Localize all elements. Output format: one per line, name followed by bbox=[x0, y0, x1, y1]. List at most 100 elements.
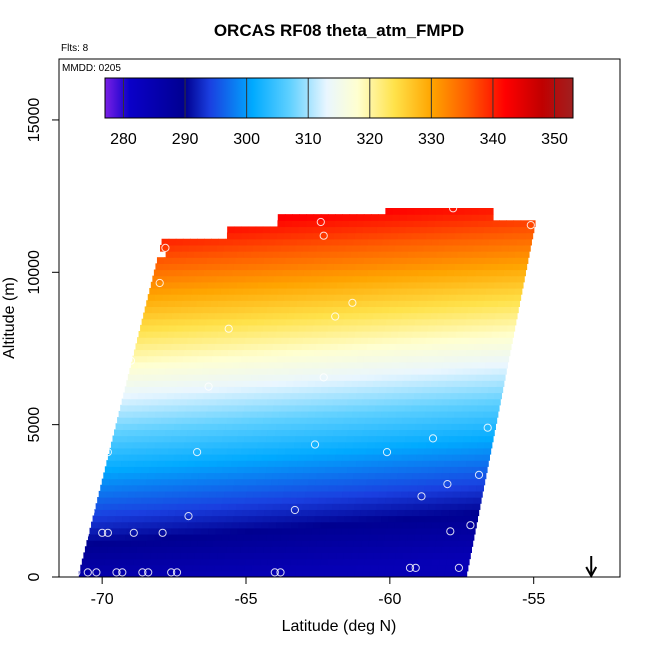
field-cell bbox=[342, 214, 351, 221]
field-cell bbox=[285, 447, 294, 455]
field-cell bbox=[341, 220, 350, 228]
field-cell bbox=[219, 386, 228, 394]
sample-point bbox=[63, 568, 72, 577]
field-cell bbox=[395, 447, 404, 455]
field-cell bbox=[405, 398, 414, 406]
field-cell bbox=[208, 558, 217, 566]
field-cell bbox=[207, 404, 216, 412]
field-cell bbox=[156, 257, 165, 264]
field-cell bbox=[127, 435, 136, 443]
field-cell bbox=[194, 306, 203, 314]
field-cell bbox=[128, 552, 137, 560]
field-cell bbox=[212, 294, 221, 301]
field-cell bbox=[468, 269, 476, 277]
field-cell bbox=[399, 324, 408, 332]
field-cell bbox=[401, 558, 411, 566]
field-cell bbox=[434, 435, 443, 443]
field-cell bbox=[312, 324, 321, 332]
field-cell bbox=[162, 294, 170, 301]
field-cell bbox=[484, 367, 493, 375]
field-cell bbox=[445, 527, 454, 535]
field-cell bbox=[389, 238, 397, 246]
field-cell bbox=[258, 533, 267, 541]
field-cell bbox=[302, 275, 311, 283]
field-cell bbox=[414, 460, 423, 467]
field-cell bbox=[463, 435, 472, 443]
sample-point bbox=[290, 505, 299, 515]
field-cell bbox=[429, 533, 438, 541]
field-cell bbox=[230, 398, 239, 406]
field-cell bbox=[385, 392, 393, 400]
field-cell bbox=[325, 300, 334, 307]
field-cell bbox=[483, 410, 492, 418]
field-cell bbox=[238, 558, 247, 566]
field-cell bbox=[300, 546, 309, 553]
field-cell bbox=[391, 226, 399, 234]
field-cell bbox=[397, 300, 406, 307]
field-cell bbox=[429, 318, 438, 326]
field-cell bbox=[434, 361, 443, 369]
field-cell bbox=[250, 312, 259, 320]
field-cell bbox=[236, 564, 245, 572]
field-cell bbox=[195, 392, 204, 400]
field-cell bbox=[258, 312, 266, 320]
field-cell bbox=[222, 312, 231, 320]
field-cell bbox=[422, 460, 431, 467]
field-cell bbox=[427, 435, 436, 443]
sample-point bbox=[310, 440, 320, 449]
field-cell bbox=[377, 392, 386, 400]
field-cell bbox=[492, 398, 501, 406]
field-cell bbox=[245, 398, 254, 406]
field-cell bbox=[177, 349, 186, 357]
field-cell bbox=[338, 275, 346, 283]
field-cell bbox=[162, 564, 171, 572]
field-cell bbox=[353, 269, 362, 277]
field-cell bbox=[480, 244, 489, 252]
field-cell bbox=[213, 441, 222, 449]
field-cell bbox=[512, 263, 521, 271]
field-cell bbox=[207, 312, 216, 320]
field-cell bbox=[144, 546, 153, 553]
field-cell bbox=[285, 318, 294, 326]
field-cell bbox=[165, 398, 174, 406]
field-cell bbox=[271, 287, 279, 295]
field-cell bbox=[278, 546, 287, 553]
field-cell bbox=[456, 509, 465, 517]
field-cell bbox=[382, 337, 391, 344]
field-cell bbox=[472, 355, 481, 363]
field-cell bbox=[124, 417, 133, 424]
field-cell bbox=[305, 324, 314, 332]
field-cell bbox=[83, 552, 92, 560]
field-cell bbox=[255, 355, 264, 363]
field-cell bbox=[484, 220, 493, 228]
field-cell bbox=[97, 497, 106, 504]
field-cell bbox=[358, 380, 367, 387]
field-cell bbox=[408, 386, 416, 394]
field-cell bbox=[254, 552, 263, 560]
field-cell bbox=[470, 331, 478, 338]
field-cell bbox=[515, 281, 524, 289]
field-cell bbox=[304, 460, 313, 467]
field-cell bbox=[425, 232, 434, 240]
field-cell bbox=[505, 300, 513, 307]
field-cell bbox=[401, 454, 410, 461]
field-cell bbox=[339, 269, 348, 277]
field-cell bbox=[130, 392, 139, 400]
field-cell bbox=[255, 546, 264, 553]
field-cell bbox=[348, 527, 357, 535]
field-cell bbox=[372, 251, 380, 258]
field-cell bbox=[149, 374, 158, 381]
field-cell bbox=[95, 503, 104, 510]
field-cell bbox=[407, 497, 416, 504]
colorbar-label-320: 320 bbox=[356, 131, 383, 148]
field-cell bbox=[500, 251, 509, 258]
field-cell bbox=[272, 251, 281, 258]
field-cell bbox=[291, 226, 300, 234]
field-cell bbox=[171, 435, 179, 443]
field-cell bbox=[365, 447, 374, 455]
field-cell bbox=[272, 374, 281, 381]
field-cell bbox=[264, 380, 273, 387]
field-cell bbox=[93, 540, 102, 547]
field-cell bbox=[148, 558, 157, 566]
field-cell bbox=[456, 546, 465, 553]
